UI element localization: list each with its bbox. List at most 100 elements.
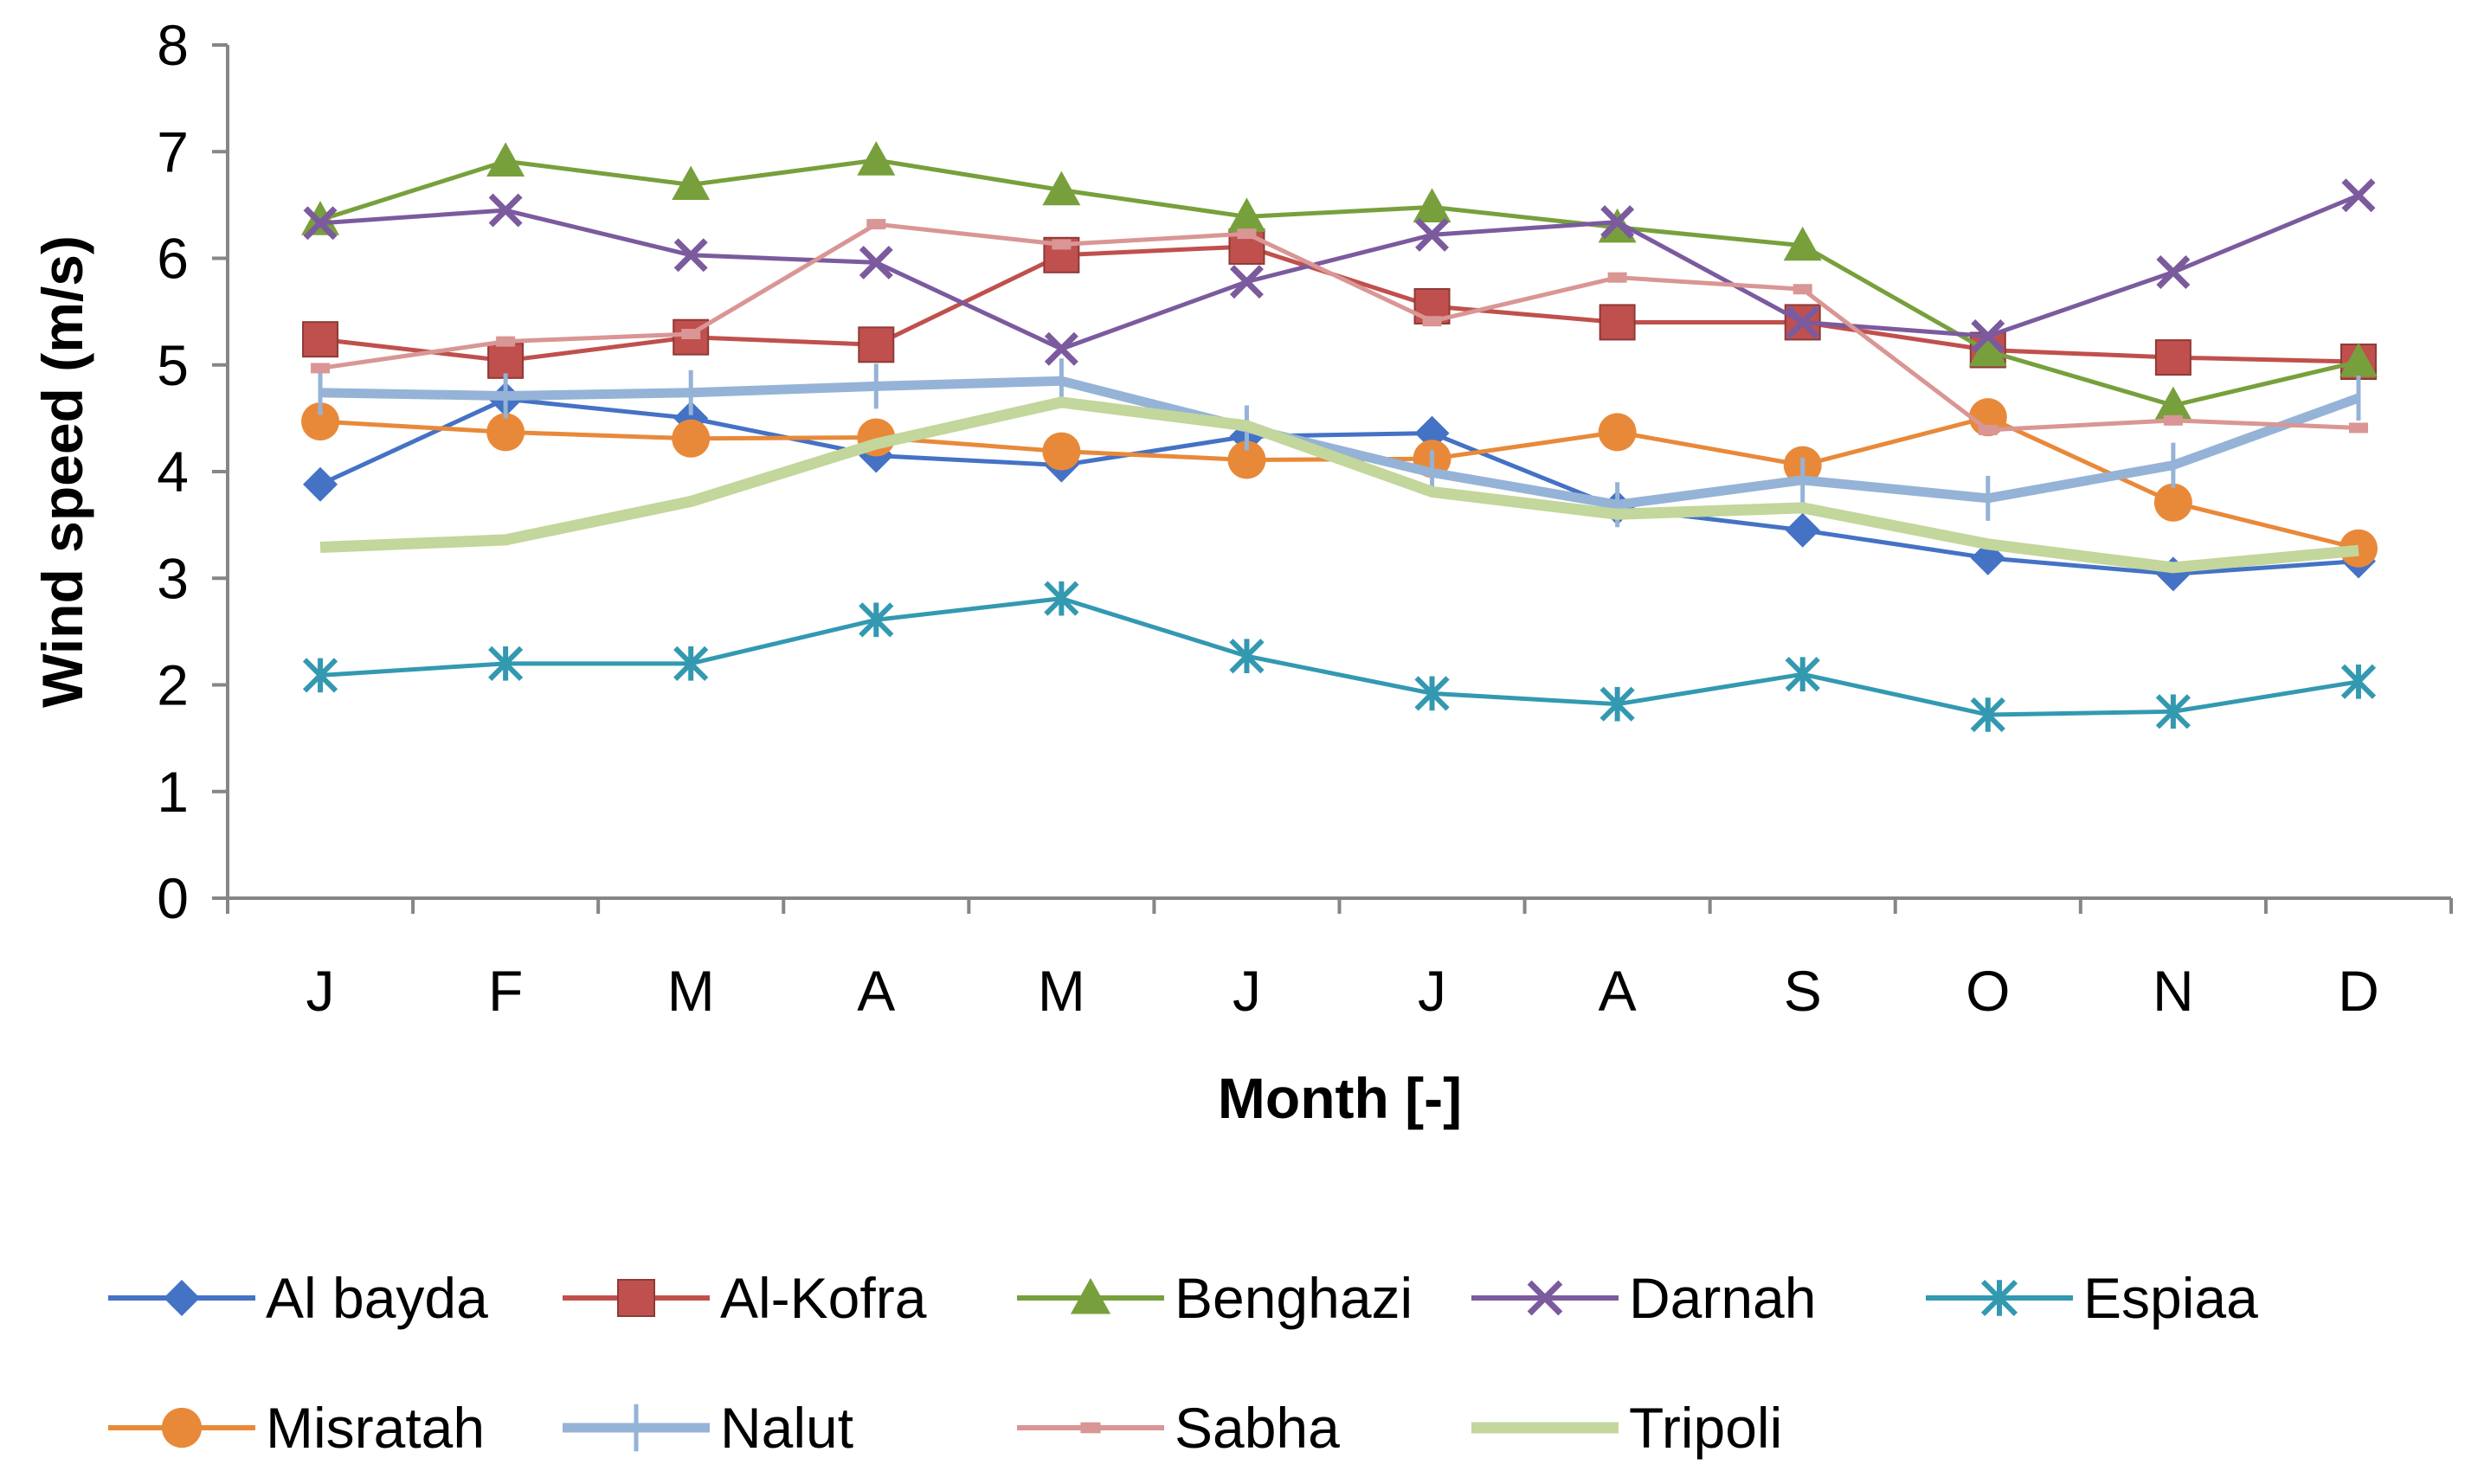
series-line: [319, 157, 2359, 408]
series-line: [319, 193, 2359, 351]
y-tick-label: 3: [157, 546, 189, 610]
data-point: [1414, 676, 1450, 711]
data-point: [1042, 432, 1081, 471]
data-point: [2340, 664, 2377, 699]
data-point: [1980, 1279, 2018, 1317]
data-point: [311, 363, 331, 374]
data-point: [2155, 694, 2192, 729]
data-point: [857, 141, 896, 176]
legend-item: Tripoli: [1471, 1396, 1782, 1460]
data-point: [859, 245, 893, 279]
data-point: [496, 336, 516, 347]
data-point: [1785, 512, 1820, 548]
legend-item: Espiaa: [1926, 1266, 2258, 1330]
data-point: [486, 413, 525, 452]
data-point: [488, 646, 524, 681]
series-al-kofra: [302, 228, 2377, 381]
legend-label: Darnah: [1629, 1266, 1816, 1330]
series-tripoli: [319, 396, 2359, 574]
data-point: [303, 206, 338, 241]
data-point: [1527, 1280, 1563, 1316]
data-point: [1237, 228, 1257, 240]
data-point: [302, 658, 338, 693]
data-point: [1052, 239, 1072, 250]
data-point: [2153, 386, 2192, 421]
x-tick-label: S: [1784, 959, 1822, 1023]
data-point: [1229, 639, 1265, 674]
x-tick-label: J: [1233, 959, 1261, 1023]
y-tick-label: 7: [157, 119, 189, 183]
data-point: [2348, 422, 2368, 434]
series-line: [319, 396, 2359, 574]
y-tick-label: 4: [157, 440, 189, 504]
x-tick-label: N: [2153, 959, 2194, 1023]
series-sabha: [311, 219, 2368, 435]
data-point: [2156, 255, 2191, 289]
legend-label: Al-Kofra: [720, 1266, 927, 1330]
x-tick-label: A: [1599, 959, 1637, 1023]
data-point: [164, 1280, 200, 1316]
legend-item: Darnah: [1471, 1266, 1816, 1330]
data-point: [1785, 657, 1820, 692]
data-point: [303, 466, 338, 502]
legend-item: Nalut: [563, 1396, 853, 1460]
data-point: [673, 646, 709, 681]
data-point: [2163, 414, 2183, 426]
data-point: [1415, 217, 1450, 252]
series-line: [319, 376, 2360, 510]
data-point: [617, 1279, 655, 1317]
x-tick-label: D: [2338, 959, 2379, 1023]
data-point: [1044, 331, 1078, 366]
data-point: [486, 142, 525, 177]
x-axis-title: Month [-]: [1218, 1066, 1462, 1130]
series-line: [319, 222, 2359, 433]
y-tick-label: 2: [157, 653, 189, 717]
data-point: [1070, 1277, 1111, 1314]
data-point: [672, 419, 711, 458]
y-tick-label: 6: [157, 227, 189, 291]
data-point: [1783, 226, 1822, 261]
data-point: [1793, 284, 1812, 295]
y-tick-label: 1: [157, 760, 189, 824]
x-tick-label: A: [857, 959, 895, 1023]
data-point: [1978, 424, 1998, 435]
legend-item: Al bayda: [108, 1266, 488, 1330]
data-point: [301, 402, 340, 441]
data-point: [1786, 305, 1820, 339]
data-point: [1599, 686, 1635, 722]
series-darnah: [303, 178, 2376, 366]
data-point: [1599, 304, 1636, 341]
data-point: [672, 165, 711, 201]
data-point: [1422, 316, 1442, 327]
legend: Al bayda Al-Kofra Benghazi Darnah Espiaa Misr…: [108, 1266, 2258, 1460]
x-tick-label: M: [1038, 959, 1085, 1023]
legend-label: Espiaa: [2083, 1266, 2258, 1330]
data-point: [1971, 318, 2005, 353]
data-point: [487, 342, 525, 379]
data-point: [858, 326, 895, 363]
y-tick-label: 0: [157, 866, 189, 930]
series-nalut: [318, 358, 2361, 528]
data-point: [1227, 197, 1266, 233]
y-axis-ticks: 0 1 2 3 4 5 6 7 8: [157, 13, 228, 930]
data-point: [1080, 1422, 1101, 1434]
x-tick-label: J: [306, 959, 335, 1023]
series-line: [319, 396, 2359, 576]
legend-item: Sabha: [1017, 1396, 1340, 1460]
data-point: [1227, 440, 1266, 479]
data-point: [673, 238, 708, 273]
data-point: [1042, 170, 1081, 206]
data-point: [859, 602, 894, 638]
data-point: [302, 321, 339, 358]
y-axis-title: Wind speed (m/s): [30, 235, 94, 708]
data-point: [301, 201, 340, 235]
data-point: [161, 1407, 203, 1449]
x-tick-label: O: [1966, 959, 2010, 1023]
series-layer: [301, 141, 2378, 733]
data-point: [866, 219, 886, 230]
x-tick-label: F: [488, 959, 523, 1023]
data-point: [1413, 188, 1451, 222]
data-point: [1600, 205, 1635, 240]
